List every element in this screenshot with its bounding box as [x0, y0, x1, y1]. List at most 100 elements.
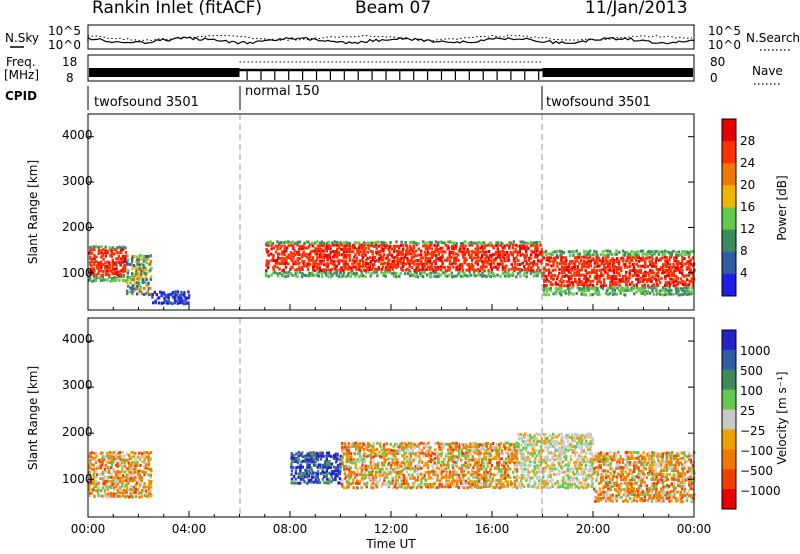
power-cell [416, 275, 420, 279]
velocity-cell [471, 455, 474, 459]
velocity-cell [334, 466, 338, 470]
velocity-cell [418, 482, 422, 486]
velocity-cell [681, 467, 684, 471]
velocity-cell [477, 449, 481, 453]
velocity-cell [493, 445, 497, 449]
power-cell [100, 255, 103, 259]
power-cell [397, 262, 400, 266]
power-cell [587, 251, 591, 255]
velocity-cell [597, 493, 600, 497]
velocity-cell [591, 436, 594, 440]
power-cell [316, 262, 319, 266]
velocity-cell [661, 452, 665, 456]
velocity-cell [673, 482, 676, 485]
power-cell [382, 247, 385, 251]
velocity-cell [96, 491, 100, 495]
power-colorbar-swatch [722, 251, 736, 275]
power-cell [672, 284, 675, 288]
velocity-cell [488, 449, 492, 453]
velocity-cell [639, 469, 642, 473]
power-cell [654, 265, 658, 268]
power-cell [643, 283, 646, 287]
velocity-cell [487, 461, 490, 465]
velocity-cell [110, 451, 113, 455]
velocity-cell [387, 472, 391, 476]
power-cell [380, 258, 383, 262]
power-cell [450, 251, 454, 254]
power-cell [553, 250, 557, 254]
velocity-cell [533, 444, 536, 448]
velocity-cell [374, 466, 377, 470]
power-cell [410, 256, 413, 260]
velocity-cell [655, 472, 658, 476]
velocity-cell [496, 472, 499, 476]
velocity-cell [676, 469, 679, 473]
velocity-cell [657, 464, 660, 468]
power-cell [396, 249, 399, 253]
power-cell [637, 250, 640, 254]
power-cell [327, 275, 330, 279]
velocity-cell [409, 458, 412, 462]
velocity-cell [132, 467, 135, 471]
power-cell [606, 261, 609, 265]
velocity-cell [561, 436, 565, 440]
power-cell [521, 240, 524, 244]
velocity-cell [316, 480, 319, 484]
power-cell [519, 247, 522, 251]
velocity-cell [670, 454, 673, 458]
velocity-cell [435, 470, 438, 474]
power-cell [527, 266, 530, 269]
power-cell [433, 274, 436, 278]
power-cell [481, 260, 484, 264]
velocity-cell [666, 496, 669, 500]
power-cell [486, 261, 489, 265]
power-cell [424, 243, 427, 247]
velocity-cell [369, 460, 372, 464]
power-cell [547, 279, 551, 283]
velocity-cell [580, 485, 583, 489]
power-cell [420, 249, 423, 253]
power-cell [677, 254, 680, 257]
velocity-cell [414, 453, 417, 457]
velocity-cell [611, 485, 614, 488]
velocity-cell [431, 485, 435, 489]
power-cell [326, 258, 329, 262]
power-cell [423, 241, 426, 245]
velocity-cell [345, 475, 348, 479]
velocity-cell [679, 490, 683, 494]
power-cell [398, 246, 401, 250]
velocity-cell [578, 436, 581, 440]
power-cell [567, 262, 571, 266]
power-cell [131, 267, 134, 271]
power-cell [90, 260, 93, 264]
power-cell [316, 255, 319, 259]
velocity-cell [427, 441, 430, 445]
power-cell [544, 279, 548, 283]
velocity-colorbar-swatch [722, 449, 736, 470]
power-cell [601, 286, 605, 290]
velocity-cell [389, 466, 392, 470]
power-cell [675, 262, 678, 266]
velocity-cell [641, 461, 645, 465]
power-cell [608, 262, 611, 266]
velocity-cell [642, 466, 645, 470]
velocity-cell [141, 452, 144, 456]
velocity-cell [436, 486, 439, 490]
velocity-cell [413, 481, 416, 485]
velocity-cell [116, 488, 119, 492]
velocity-cell [511, 460, 514, 464]
velocity-cell [662, 488, 665, 492]
power-cell [89, 249, 92, 253]
power-cell [611, 280, 614, 284]
power-cell [110, 252, 113, 256]
power-cell [657, 274, 660, 278]
velocity-cell [449, 448, 453, 452]
power-cell [340, 253, 343, 257]
power-cell [659, 250, 662, 254]
power-cell [571, 259, 574, 263]
power-cell [319, 268, 322, 272]
velocity-cell [476, 473, 479, 476]
power-cell [455, 274, 458, 278]
velocity-cell [515, 464, 518, 467]
velocity-cell [325, 469, 329, 473]
